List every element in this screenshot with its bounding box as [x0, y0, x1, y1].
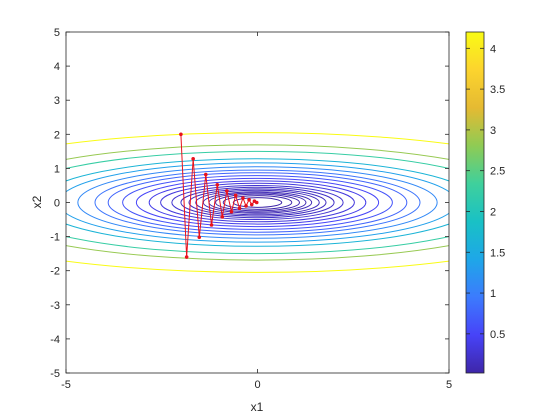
contour-line: [180, 186, 335, 219]
descent-path-point: [179, 132, 183, 137]
descent-path-point: [244, 204, 248, 208]
descent-path-point: [220, 215, 225, 219]
contour-line: [107, 172, 408, 233]
colorbar-tick-label: 1: [490, 288, 496, 300]
descent-path-point: [209, 223, 214, 227]
contour-line: [171, 184, 344, 221]
contour-line: [122, 175, 393, 230]
contour-line: [66, 132, 449, 273]
y-tick-label: -5: [50, 368, 60, 380]
colorbar-tick-label: 0.5: [490, 329, 505, 341]
y-tick-label: 0: [54, 198, 60, 210]
y-tick-label: 4: [54, 61, 60, 73]
y-tick-label: 5: [54, 27, 60, 39]
contour-line: [94, 169, 421, 236]
colorbar-ticks: 0.5 1 1.5 2 2.5 3 3.5 4: [466, 43, 505, 341]
descent-path-point: [225, 189, 229, 193]
x-axis-ticks: -5 0 5: [61, 32, 452, 391]
y-tick-label: -1: [50, 232, 60, 244]
y-tick-label: 3: [54, 95, 60, 107]
y-tick-label: -4: [50, 334, 60, 346]
contour-line: [232, 197, 283, 208]
descent-path-point: [237, 206, 242, 211]
x-tick-label: 5: [446, 379, 452, 391]
descent-path-point: [241, 196, 245, 200]
contour-line: [188, 188, 327, 217]
colorbar-tick-label: 2: [490, 206, 496, 218]
colorbar-tick-label: 3: [490, 125, 496, 137]
descent-path-point: [249, 202, 254, 207]
contour-line: [77, 166, 438, 239]
contour-line: [160, 182, 355, 223]
x-tick-label: -5: [61, 379, 71, 391]
y-tick-label: -3: [50, 300, 60, 312]
y-tick-label: -2: [50, 266, 60, 278]
contour-line: [66, 150, 449, 255]
contour-line: [66, 158, 449, 247]
descent-path: [179, 132, 259, 259]
descent-path-point: [233, 193, 238, 198]
descent-path-point: [197, 235, 202, 240]
contour-line: [215, 193, 300, 212]
descent-path-point: [191, 157, 195, 161]
x-axis-label: x1: [251, 400, 264, 414]
y-axis-ticks: -5 -4 -3 -2 -1 0 1 2 3 4 5: [50, 27, 449, 380]
y-tick-label: 2: [54, 129, 60, 141]
colorbar-tick-label: 4: [490, 43, 496, 55]
descent-path-point: [247, 197, 251, 202]
contour-line: [135, 177, 380, 228]
colorbar: [465, 31, 485, 374]
contour-line: [222, 195, 293, 210]
contour-line: [195, 189, 320, 216]
descent-path-point: [203, 172, 208, 177]
contour-line: [148, 180, 367, 225]
y-tick-label: 1: [54, 163, 60, 175]
descent-path-point: [215, 182, 220, 187]
colorbar-tick-label: 2.5: [490, 166, 505, 178]
y-axis-label: x2: [30, 195, 44, 208]
colorbar-tick-label: 3.5: [490, 84, 505, 96]
descent-path-point: [184, 255, 189, 259]
descent-path-point: [254, 200, 259, 205]
contour-line: [66, 162, 449, 243]
descent-path-point: [229, 209, 234, 214]
contour-line: [66, 144, 449, 261]
contour-lines: [66, 132, 449, 273]
colorbar-tick-label: 1.5: [490, 247, 505, 259]
x-tick-label: 0: [254, 379, 260, 391]
